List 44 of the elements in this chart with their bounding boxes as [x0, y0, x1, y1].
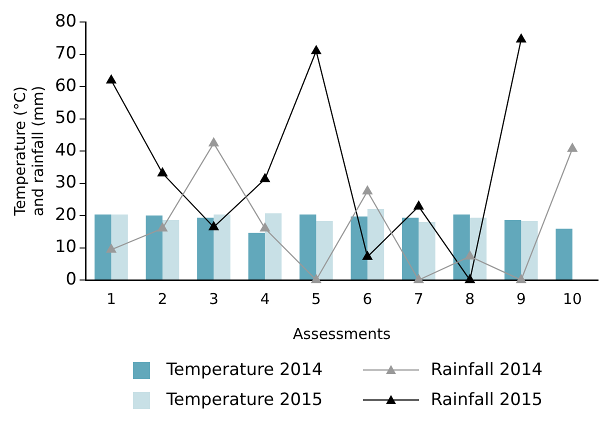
y-tick-label: 0 [66, 269, 77, 290]
legend-label: Rainfall 2015 [430, 390, 543, 410]
point [260, 173, 270, 182]
point [311, 45, 322, 54]
y-tick-label: 50 [54, 108, 77, 128]
point [362, 186, 372, 194]
y-tick-label: 80 [54, 11, 77, 32]
x-tick-label: 2 [158, 290, 168, 308]
x-tick-label: 10 [562, 290, 582, 308]
x-tick-label: 1 [106, 290, 116, 308]
point [208, 138, 219, 146]
x-tick-label: 8 [465, 290, 475, 308]
legend-label: Temperature 2014 [166, 360, 323, 380]
point [208, 222, 219, 230]
x-tick-label: 7 [414, 290, 424, 308]
y-axis-title: Temperature (°C) and rainfall (mm) [10, 86, 47, 217]
y-tick-label: 30 [54, 172, 77, 193]
legend-label: Temperature 2015 [166, 390, 323, 410]
point [567, 143, 578, 152]
point [414, 200, 424, 210]
point [362, 251, 372, 260]
point [106, 244, 116, 253]
x-tick-label: 6 [362, 290, 372, 308]
point [158, 222, 168, 232]
y-tick-label: 10 [54, 237, 77, 258]
y-tick-label: 40 [54, 140, 77, 160]
point [414, 274, 424, 284]
y-tick-label: 70 [54, 44, 77, 64]
point [464, 274, 475, 284]
y-tick-label: 20 [54, 204, 77, 225]
point [516, 274, 526, 284]
x-tick-label: 4 [260, 290, 270, 308]
point [260, 222, 270, 232]
y-tick-label: 60 [54, 76, 77, 96]
point [311, 274, 322, 284]
point [464, 250, 475, 260]
x-tick-label: 9 [516, 290, 526, 308]
point [158, 168, 168, 176]
x-tick-label: 3 [208, 290, 218, 308]
point [516, 34, 526, 43]
x-axis-title: Assessments [292, 324, 391, 343]
x-tick-label: 5 [311, 290, 321, 308]
legend-label: Rainfall 2014 [430, 360, 543, 380]
point [106, 74, 116, 84]
